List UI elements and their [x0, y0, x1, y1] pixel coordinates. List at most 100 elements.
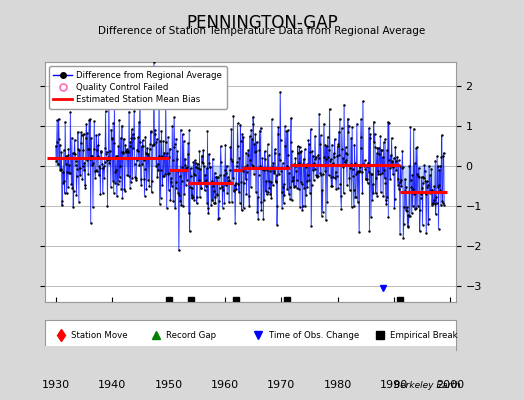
Point — [359, 162, 368, 168]
Point — [216, 143, 225, 150]
Point — [72, 162, 80, 169]
Point — [191, 157, 199, 164]
Point — [307, 126, 315, 133]
Point — [306, 149, 314, 155]
Point — [140, 176, 148, 182]
Point — [92, 147, 101, 153]
Point — [117, 149, 126, 156]
Point — [357, 116, 365, 122]
Point — [318, 187, 326, 194]
Point — [119, 150, 127, 157]
Point — [418, 184, 426, 191]
Point — [141, 134, 150, 140]
Point — [133, 157, 141, 163]
Point — [193, 194, 201, 200]
Point — [271, 178, 280, 184]
Point — [314, 155, 323, 161]
Point — [272, 172, 281, 178]
Point — [386, 152, 395, 158]
Point — [290, 161, 299, 167]
Point — [270, 150, 279, 156]
Point — [69, 150, 77, 156]
Point — [166, 196, 174, 203]
Point — [413, 171, 422, 178]
Point — [119, 148, 128, 155]
Point — [348, 124, 356, 130]
Point — [381, 197, 390, 203]
Point — [187, 165, 195, 172]
Point — [96, 164, 104, 171]
Point — [291, 163, 300, 170]
Point — [349, 172, 357, 179]
Point — [338, 146, 346, 152]
Point — [435, 167, 444, 173]
Point — [72, 192, 81, 198]
Point — [160, 154, 169, 160]
Point — [390, 204, 399, 211]
Point — [270, 170, 278, 177]
Point — [391, 196, 399, 202]
Point — [368, 171, 376, 178]
Point — [147, 189, 156, 195]
Point — [126, 138, 135, 145]
Point — [364, 168, 373, 175]
Point — [416, 228, 424, 234]
Point — [406, 124, 414, 130]
Point — [78, 132, 86, 138]
Point — [376, 171, 384, 177]
Point — [313, 173, 322, 179]
Point — [401, 176, 409, 182]
Point — [146, 146, 154, 152]
Point — [217, 184, 226, 190]
Point — [343, 150, 352, 157]
Point — [154, 161, 162, 167]
Point — [183, 176, 191, 183]
Point — [309, 177, 318, 183]
Point — [391, 158, 400, 164]
Point — [192, 164, 200, 170]
Point — [436, 162, 444, 169]
Point — [275, 171, 283, 177]
Point — [322, 217, 330, 223]
Point — [127, 135, 136, 142]
Point — [199, 147, 208, 154]
Point — [329, 174, 337, 180]
Text: PENNINGTON-GAP: PENNINGTON-GAP — [186, 14, 338, 32]
Point — [171, 179, 180, 185]
Point — [117, 185, 125, 192]
Point — [97, 148, 105, 155]
Point — [346, 161, 355, 167]
Point — [276, 157, 284, 164]
Point — [313, 174, 321, 180]
Point — [162, 139, 170, 146]
Point — [62, 190, 71, 196]
Point — [280, 181, 288, 187]
Point — [250, 171, 258, 177]
Point — [282, 128, 291, 134]
Point — [323, 143, 331, 149]
Point — [69, 203, 78, 210]
Point — [266, 168, 274, 174]
Point — [366, 131, 375, 138]
Point — [74, 198, 83, 205]
Point — [123, 146, 131, 153]
Point — [420, 175, 428, 181]
Point — [421, 178, 430, 184]
Point — [161, 171, 169, 177]
Point — [416, 207, 424, 213]
Point — [71, 158, 80, 164]
Point — [79, 162, 87, 169]
Point — [268, 116, 276, 122]
Point — [116, 135, 125, 141]
Point — [277, 168, 286, 174]
Point — [142, 150, 150, 156]
Point — [145, 153, 153, 160]
Point — [370, 139, 378, 145]
Point — [283, 127, 292, 134]
Point — [387, 135, 396, 141]
Point — [336, 193, 345, 199]
Point — [167, 178, 176, 185]
Point — [374, 168, 382, 174]
Point — [328, 142, 336, 148]
Point — [178, 131, 187, 138]
